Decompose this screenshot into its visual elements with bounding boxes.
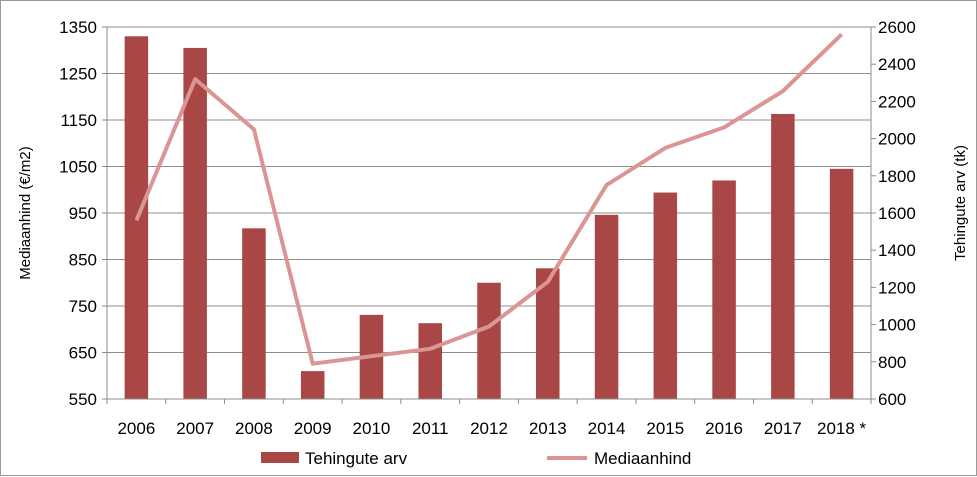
bar — [418, 323, 442, 399]
x-tick-label: 2013 — [529, 419, 567, 438]
x-tick-label: 2015 — [646, 419, 684, 438]
x-tick-label: 2016 — [705, 419, 743, 438]
legend-line-label: Mediaanhind — [594, 449, 691, 468]
y-left-tick-label: 950 — [69, 204, 97, 223]
bar — [654, 193, 678, 399]
x-tick-label: 2007 — [176, 419, 214, 438]
y-left-tick-label: 750 — [69, 297, 97, 316]
x-tick-label: 2009 — [294, 419, 332, 438]
y-left-tick-label: 1150 — [60, 111, 97, 130]
x-tick-label: 2014 — [588, 419, 626, 438]
y-left-tick-label: 650 — [69, 344, 97, 363]
x-tick-label: 2018 * — [817, 419, 867, 438]
x-tick-label: 2012 — [470, 419, 508, 438]
y-left-tick-label: 1250 — [59, 65, 97, 84]
y-axis-left-label: Mediaanhind (€/m2) — [17, 146, 34, 279]
legend: Tehingute arv Mediaanhind — [261, 449, 691, 468]
y-right-tick-label: 1600 — [878, 204, 916, 223]
y-left-tick-label: 550 — [69, 390, 97, 409]
bar — [712, 180, 736, 399]
y-left-tick-label: 850 — [69, 251, 97, 270]
y-right-tick-label: 600 — [878, 390, 906, 409]
y-right-tick-label: 800 — [878, 353, 906, 372]
bar — [595, 215, 619, 399]
x-tick-label: 2006 — [117, 419, 155, 438]
x-tick-label: 2010 — [353, 419, 391, 438]
y-right-tick-label: 1200 — [878, 278, 916, 297]
legend-bar-label: Tehingute arv — [305, 449, 408, 468]
bar — [301, 371, 325, 399]
y-right-tick-label: 1800 — [878, 167, 916, 186]
y-left-tick-label: 1350 — [59, 18, 97, 37]
y-right-tick-label: 1000 — [878, 316, 916, 335]
y-right-tick-label: 2600 — [878, 18, 916, 37]
y-axis-right-label: Tehingute arv (tk) — [952, 145, 969, 261]
y-left-tick-label: 1050 — [59, 158, 97, 177]
bar — [242, 228, 266, 399]
y-right-tick-label: 2000 — [878, 130, 916, 149]
bar — [477, 283, 501, 399]
y-right-tick-label: 2200 — [878, 92, 916, 111]
x-tick-label: 2008 — [235, 419, 273, 438]
y-right-tick-label: 2400 — [878, 55, 916, 74]
legend-bar-swatch — [261, 452, 299, 463]
bar — [771, 114, 795, 399]
x-tick-label: 2011 — [412, 419, 449, 438]
y-right-tick-label: 1400 — [878, 241, 916, 260]
bar-series — [125, 36, 854, 399]
bar — [830, 169, 854, 399]
x-tick-label: 2017 — [764, 419, 802, 438]
